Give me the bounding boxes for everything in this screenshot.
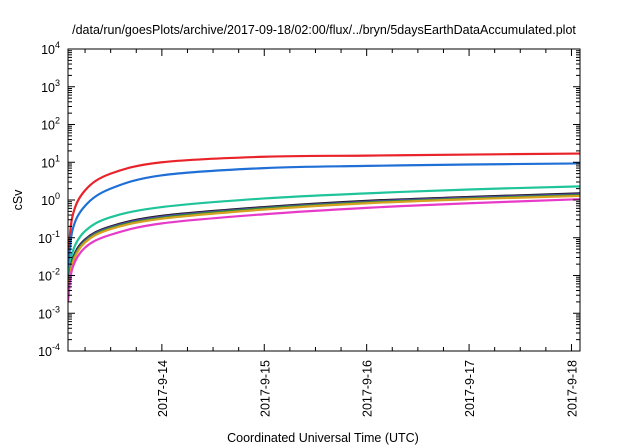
series-line-7 <box>68 194 580 299</box>
y-axis-label: cSv <box>11 189 25 211</box>
y-tick-label: 103 <box>41 78 60 95</box>
series-layer <box>68 152 580 303</box>
y-axis: 10-4 10-3 10-2 10-1 100 101 102 103 104 <box>38 40 580 359</box>
y-tick-label: 102 <box>41 116 60 133</box>
chart-title: /data/run/goesPlots/archive/2017-09-18/0… <box>72 23 576 37</box>
x-tick-label: 2017-9-17 <box>463 360 477 417</box>
x-axis-label: Coordinated Universal Time (UTC) <box>227 431 419 445</box>
plot-frame <box>67 48 581 352</box>
series-line-3 <box>68 185 580 287</box>
y-tick-label: 10-4 <box>38 342 60 359</box>
x-tick-label: 2017-9-18 <box>565 360 579 417</box>
x-axis: 2017-9-14 2017-9-15 2017-9-16 2017-9-17 2017… <box>84 49 579 417</box>
y-tick-label: 10-3 <box>38 304 60 321</box>
x-tick-label: 2017-9-14 <box>156 360 170 417</box>
y-tick-label: 10-2 <box>38 267 60 284</box>
series-line-2 <box>68 162 580 276</box>
y-tick-label: 100 <box>41 191 60 208</box>
x-tick-label: 2017-9-15 <box>258 360 272 417</box>
x-tick-label: 2017-9-16 <box>361 360 375 417</box>
series-line-8 <box>68 198 580 303</box>
y-tick-label: 101 <box>41 153 60 170</box>
series-line-1 <box>68 152 580 265</box>
y-tick-label: 10-1 <box>38 229 60 246</box>
y-tick-label: 104 <box>41 40 60 57</box>
